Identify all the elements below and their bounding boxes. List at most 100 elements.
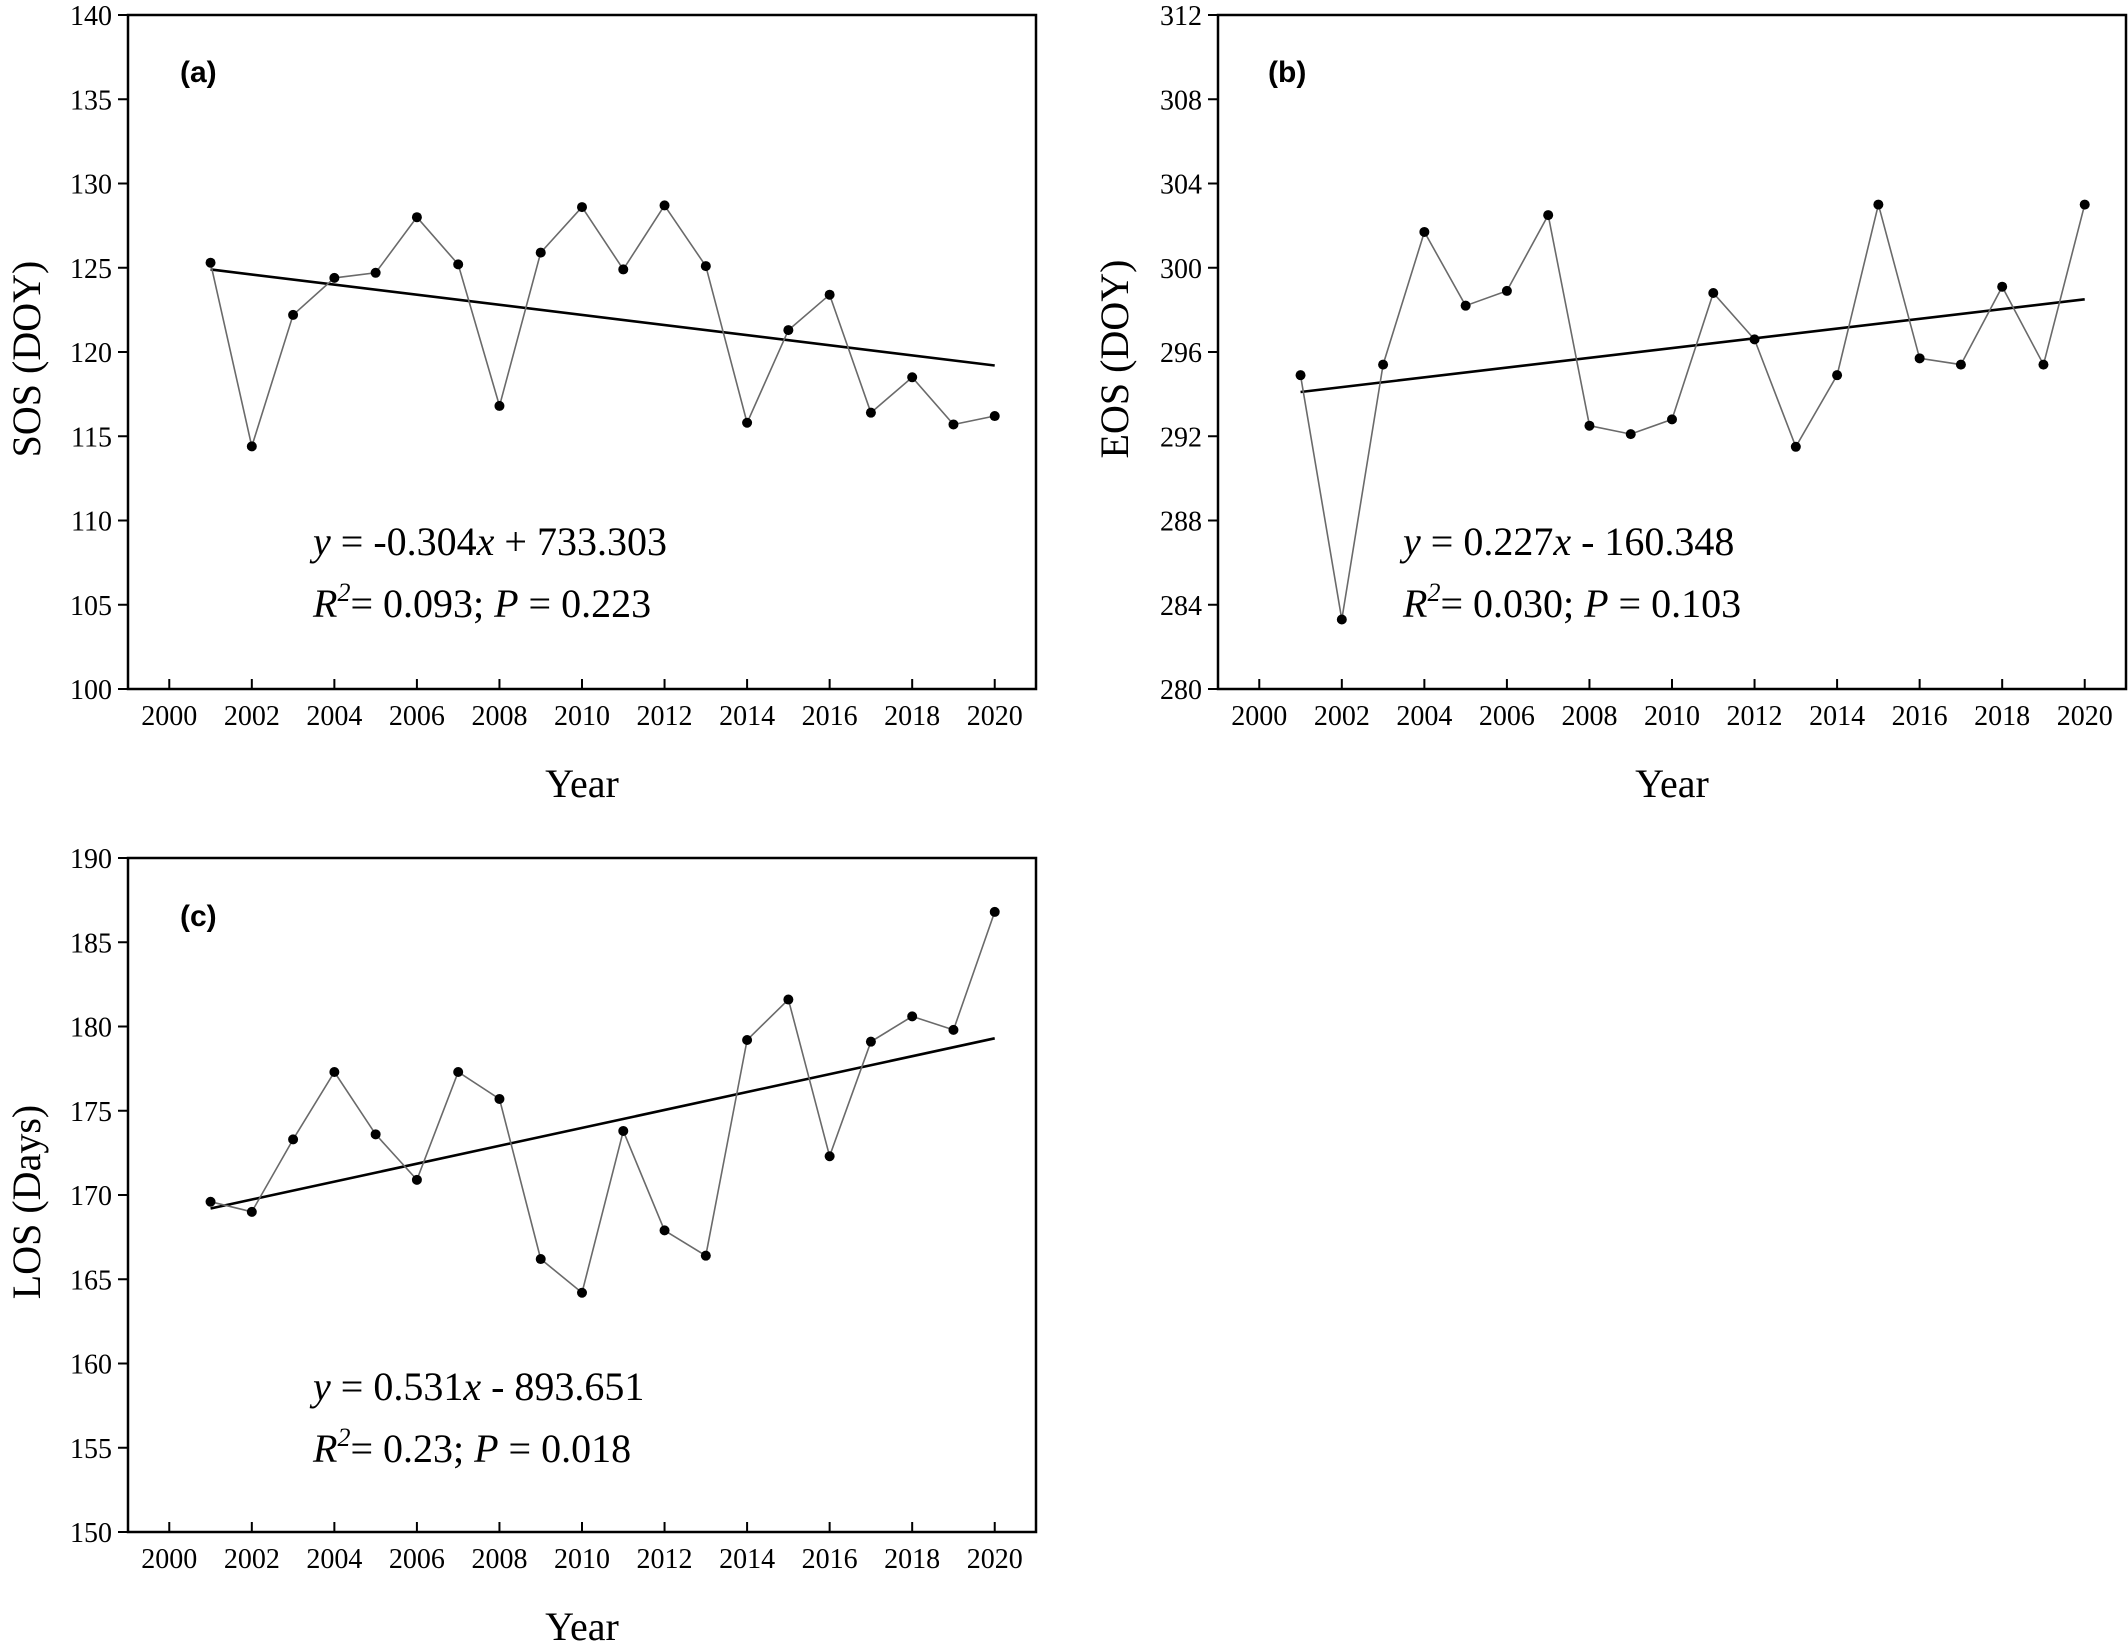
x-tick-label: 2006	[1479, 701, 1535, 732]
data-point	[1832, 370, 1843, 381]
data-point	[535, 247, 546, 258]
x-tick-label: 2016	[1892, 701, 1948, 732]
y-tick-label: 135	[70, 85, 112, 116]
data-point	[1336, 614, 1347, 625]
data-point	[618, 1125, 629, 1136]
data-point	[907, 372, 918, 383]
data-point	[329, 272, 340, 283]
x-tick-label: 2002	[224, 1544, 280, 1575]
data-point	[577, 202, 587, 213]
x-tick-label: 2004	[306, 1544, 362, 1575]
data-point	[288, 309, 299, 320]
x-tick-label: 2012	[1727, 701, 1783, 732]
y-tick-label: 130	[70, 170, 112, 201]
data-point	[453, 259, 464, 270]
data-point	[1584, 420, 1595, 431]
y-tick-label: 120	[70, 338, 112, 369]
x-tick-label: 2008	[471, 1544, 527, 1575]
x-tick-label: 2000	[141, 701, 197, 732]
y-tick-label: 105	[70, 591, 112, 622]
regression-stats: R2= 0.030; P = 0.103	[1402, 578, 1741, 626]
data-point	[370, 267, 381, 278]
x-axis-title: Year	[545, 1604, 619, 1646]
y-tick-label: 140	[70, 1, 112, 32]
data-point	[411, 1174, 422, 1185]
x-tick-label: 2018	[1974, 701, 2030, 732]
x-tick-label: 2004	[306, 701, 362, 732]
x-tick-label: 2018	[884, 701, 940, 732]
data-point	[535, 1254, 546, 1265]
series-line	[209, 203, 995, 450]
data-point	[288, 1134, 299, 1145]
data-point	[659, 200, 670, 211]
data-point	[907, 1011, 918, 1022]
data-point	[742, 417, 753, 428]
series-line	[210, 911, 996, 1295]
data-point	[1914, 353, 1925, 364]
data-point	[783, 325, 794, 336]
data-point	[865, 407, 876, 418]
y-tick-label: 296	[1160, 338, 1202, 369]
data-point	[1501, 285, 1512, 296]
x-tick-label: 2010	[554, 701, 610, 732]
x-tick-label: 2000	[141, 1544, 197, 1575]
x-tick-label: 2002	[1314, 701, 1370, 732]
data-point	[700, 261, 711, 272]
data-point	[989, 906, 1000, 917]
y-tick-label: 280	[1160, 675, 1202, 706]
data-point	[205, 1196, 216, 1207]
data-point	[1295, 370, 1306, 381]
data-point	[989, 411, 1000, 422]
y-tick-label: 190	[70, 844, 112, 875]
chart-panel-a: (a) Year SOS (DOY) y = -0.304x + 733.303…	[4, 1, 1038, 806]
y-tick-label: 185	[70, 928, 112, 959]
y-tick-label: 170	[70, 1181, 112, 1212]
data-point	[1749, 334, 1760, 345]
regression-equation: y = 0.531x - 893.651	[309, 1364, 644, 1409]
data-point	[577, 1287, 587, 1298]
y-tick-label: 308	[1160, 85, 1202, 116]
trend-line	[210, 268, 995, 367]
data-point	[453, 1066, 464, 1077]
regression-equation: y = 0.227x - 160.348	[1399, 519, 1734, 564]
x-tick-label: 2014	[719, 1544, 775, 1575]
x-tick-label: 2004	[1396, 701, 1452, 732]
x-tick-label: 2002	[224, 701, 280, 732]
y-tick-label: 115	[71, 422, 112, 453]
data-point	[618, 264, 629, 275]
x-tick-label: 2012	[637, 701, 693, 732]
panel-label: (a)	[180, 56, 217, 89]
x-tick-label: 2020	[967, 1544, 1023, 1575]
data-point	[824, 1151, 835, 1162]
data-point	[948, 419, 959, 430]
panel-label: (c)	[180, 900, 217, 933]
x-tick-label: 2010	[554, 1544, 610, 1575]
y-tick-label: 292	[1160, 422, 1202, 453]
data-point	[246, 441, 257, 452]
x-tick-label: 2020	[967, 701, 1023, 732]
data-point	[865, 1036, 876, 1047]
y-tick-label: 155	[70, 1434, 112, 1465]
chart-panel-b: (b) Year EOS (DOY) y = 0.227x - 160.348 …	[1092, 1, 2128, 806]
data-point	[1543, 210, 1554, 221]
x-tick-label: 2008	[1561, 701, 1617, 732]
data-point	[1419, 226, 1430, 237]
x-tick-label: 2008	[471, 701, 527, 732]
trend-line	[1300, 298, 2085, 394]
data-point	[783, 994, 794, 1005]
data-point	[1955, 359, 1966, 370]
y-tick-label: 165	[70, 1265, 112, 1296]
data-point	[494, 1093, 505, 1104]
y-tick-label: 304	[1160, 170, 1202, 201]
data-point	[329, 1066, 340, 1077]
x-tick-label: 2006	[389, 1544, 445, 1575]
y-axis-title: SOS (DOY)	[4, 261, 49, 458]
y-tick-label: 312	[1160, 1, 1202, 32]
x-tick-label: 2014	[1809, 701, 1865, 732]
series-line	[1299, 204, 2086, 620]
data-point	[1997, 281, 2008, 292]
chart-panel-c: (c) Year LOS (Days) y = 0.531x - 893.651…	[4, 844, 1038, 1646]
data-point	[2079, 199, 2090, 210]
trend-line	[210, 1037, 996, 1210]
